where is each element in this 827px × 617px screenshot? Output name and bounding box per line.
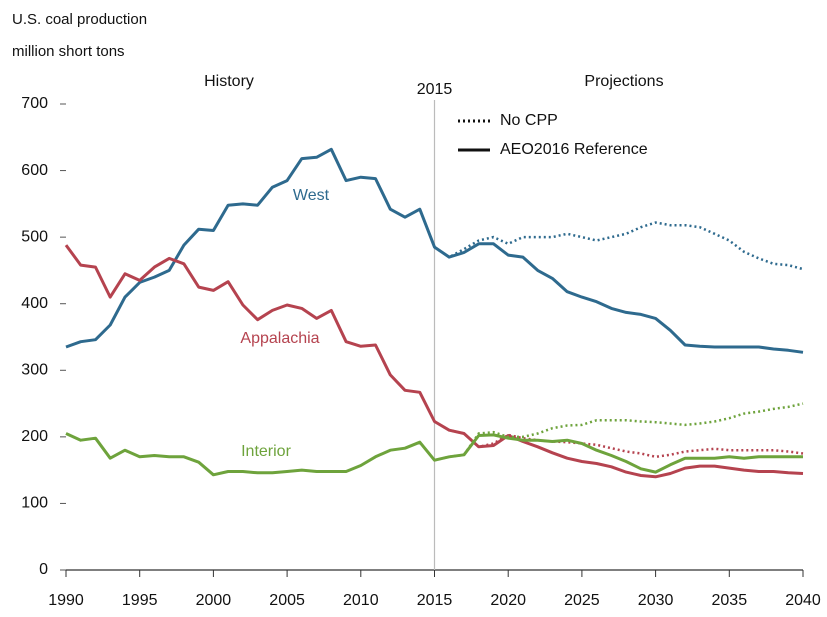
x-tick-label: 2015	[417, 592, 453, 609]
x-tick-label: 2030	[638, 592, 674, 609]
line-reference	[65, 432, 803, 477]
legend-label: AEO2016 Reference	[500, 141, 648, 158]
y-tick-label: 700	[21, 95, 48, 112]
annotation: 2015	[417, 81, 453, 98]
line-no-cpp	[433, 221, 804, 271]
x-tick-label: 2020	[490, 592, 526, 609]
y-tick-label: 200	[21, 428, 48, 445]
y-tick-label: 600	[21, 162, 48, 179]
x-tick-label: 1995	[122, 592, 158, 609]
line-reference	[65, 147, 804, 354]
line-no-cpp	[433, 420, 804, 459]
x-tick-label: 2025	[564, 592, 600, 609]
legend-label: No CPP	[500, 112, 558, 129]
x-tick-label: 2035	[712, 592, 748, 609]
x-tick-label: 2010	[343, 592, 379, 609]
annotation: Projections	[584, 73, 663, 90]
y-tick-label: 0	[39, 561, 48, 578]
x-tick-label: 1990	[48, 592, 84, 609]
chart-subtitle: million short tons	[12, 43, 125, 60]
series-label: Appalachia	[240, 330, 319, 347]
y-tick-label: 400	[21, 295, 48, 312]
y-tick-label: 100	[21, 495, 48, 512]
series-label: Interior	[241, 443, 291, 460]
line-reference	[64, 244, 804, 479]
x-tick-label: 2005	[269, 592, 305, 609]
y-tick-label: 300	[21, 362, 48, 379]
line-no-cpp	[434, 402, 804, 462]
x-tick-label: 2000	[196, 592, 232, 609]
annotation: History	[204, 73, 254, 90]
y-tick-label: 500	[21, 228, 48, 245]
series-label: West	[293, 187, 330, 204]
chart-title: U.S. coal production	[12, 11, 147, 28]
x-tick-label: 2040	[785, 592, 821, 609]
